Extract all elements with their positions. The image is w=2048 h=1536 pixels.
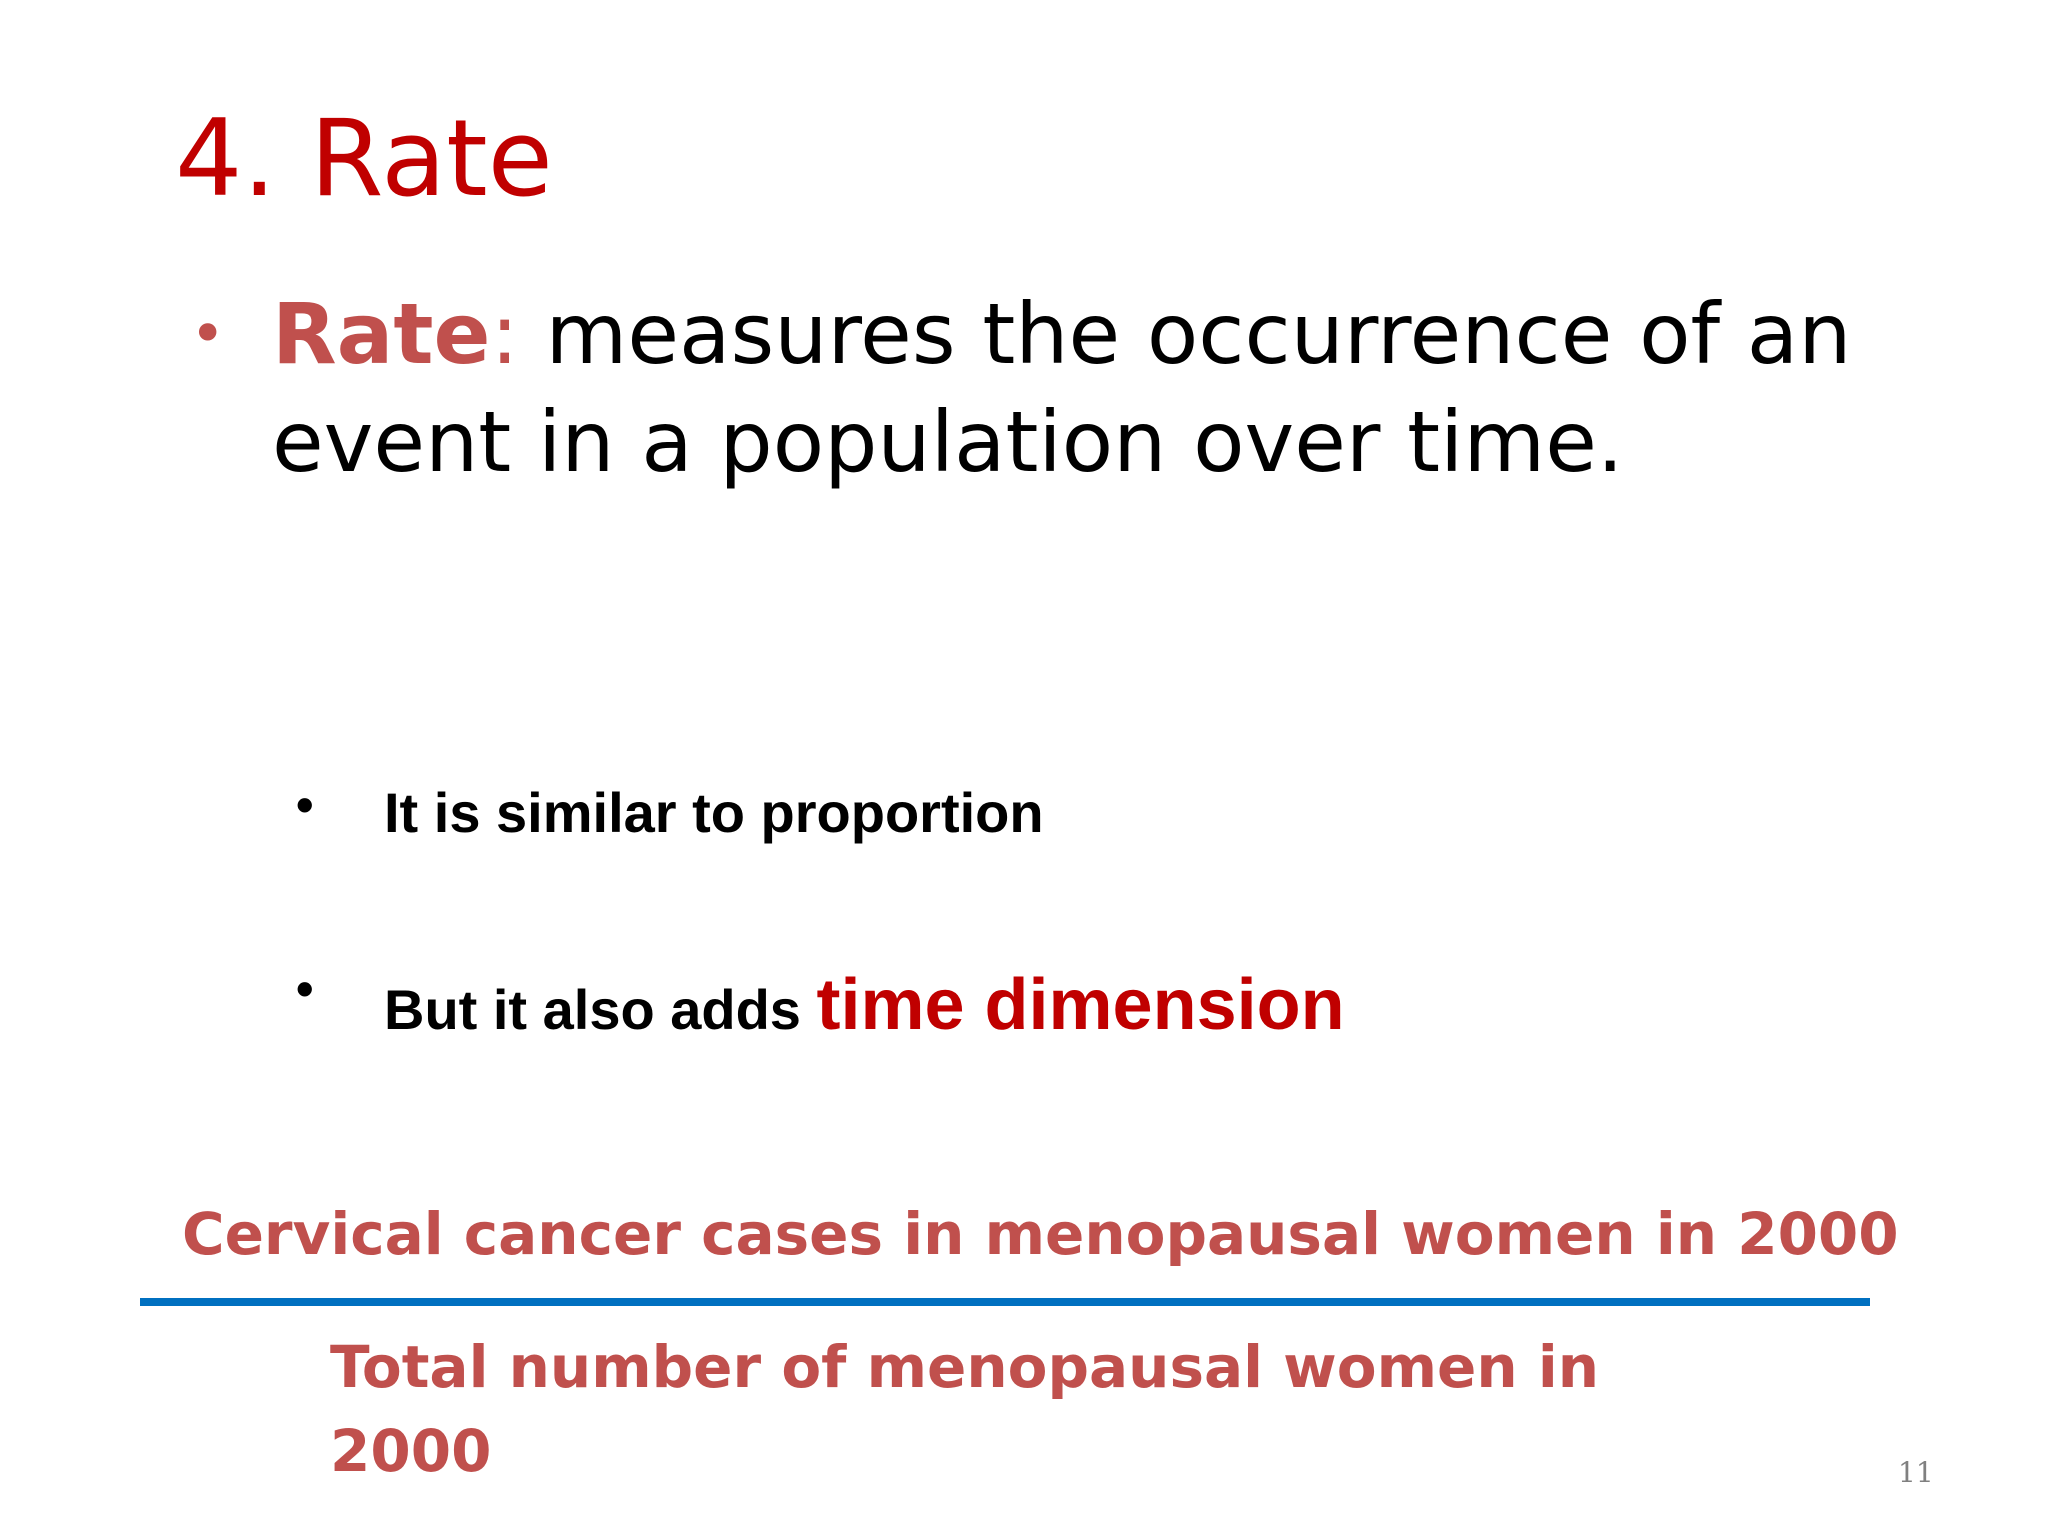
bullet-dot-icon: • [190,299,226,369]
rate-term: Rate [272,285,491,383]
page-number: 11 [1898,1456,1934,1489]
sub-bullet-plain: But it also adds [384,978,817,1041]
rate-term-colon: : [490,285,519,383]
bullet-dot-icon: • [296,777,314,833]
rate-definition: measures the occurrence of an event in a… [272,285,1852,491]
time-dimension-emphasis: time dimension [816,965,1345,1045]
fraction-numerator: Cervical cancer cases in menopausal wome… [182,1200,1899,1268]
sub-bullet-text: But it also adds time dimension [384,964,1345,1046]
fraction-line [140,1298,1870,1306]
slide-title: 4. Rate [175,97,553,220]
bullet-dot-icon: • [296,961,314,1017]
main-bullet-text: Rate: measures the occurrence of an even… [272,280,1972,496]
fraction-denominator: Total number of menopausal women in 2000 [330,1333,1600,1485]
sub-bullet-text: It is similar to proportion [384,780,1044,845]
sub-bullet-plain: It is similar to proportion [384,781,1044,844]
